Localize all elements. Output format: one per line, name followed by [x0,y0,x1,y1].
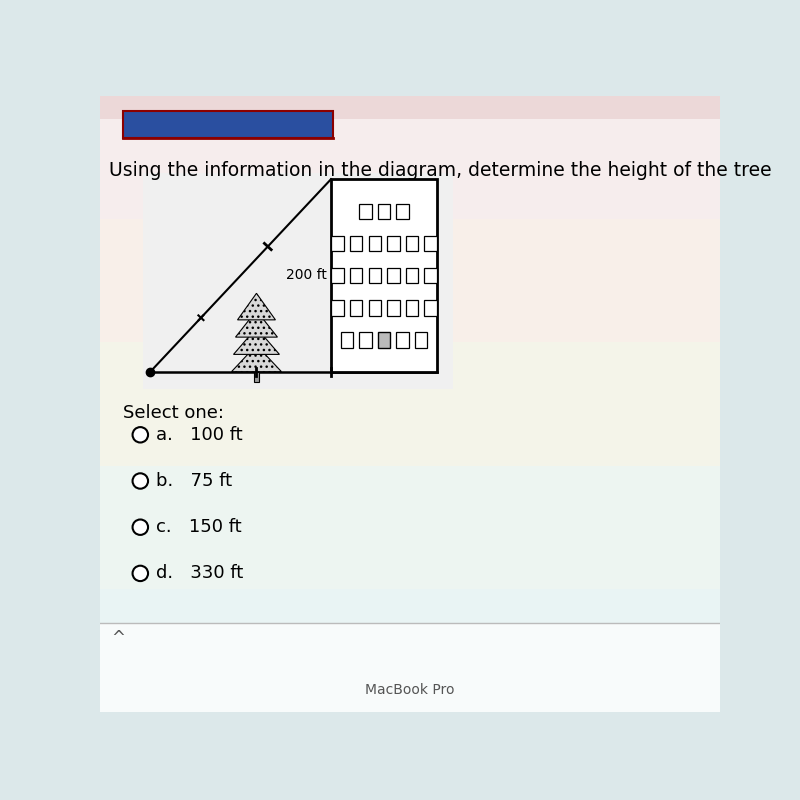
Text: b.   75 ft: b. 75 ft [156,472,232,490]
Bar [123,111,333,138]
Bar [331,236,344,251]
Polygon shape [231,345,282,372]
Bar [100,466,720,589]
Bar [100,342,720,466]
Bar [350,268,362,283]
Bar [331,179,437,372]
Bar [142,173,453,389]
Text: 200 ft: 200 ft [286,269,327,282]
Circle shape [133,427,148,442]
Bar [100,219,720,342]
Text: d.   330 ft: d. 330 ft [156,565,243,582]
Polygon shape [234,328,279,354]
Circle shape [133,519,148,535]
Bar [424,300,437,316]
Text: ^: ^ [112,629,126,646]
Text: Select one:: Select one: [123,404,224,422]
Bar [397,333,409,348]
Bar [100,96,720,219]
Bar [378,333,390,348]
Circle shape [133,474,148,489]
Bar [350,236,362,251]
Text: a.   100 ft: a. 100 ft [156,426,242,444]
Bar [406,268,418,283]
Bar [331,268,344,283]
Bar [254,372,258,382]
Polygon shape [235,310,278,337]
Text: Using the information in the diagram, determine the height of the tree: Using the information in the diagram, de… [110,162,772,181]
Bar [397,204,409,219]
Bar [406,236,418,251]
Bar [424,268,437,283]
Bar [387,236,399,251]
Bar [369,268,381,283]
Bar [387,268,399,283]
Bar [406,300,418,316]
Polygon shape [238,294,275,320]
Bar [359,204,372,219]
Bar [331,300,344,316]
Bar [369,236,381,251]
Bar [424,236,437,251]
Text: c.   150 ft: c. 150 ft [156,518,242,536]
Text: MacBook Pro: MacBook Pro [366,682,454,697]
Bar [100,589,720,712]
Bar [350,300,362,316]
Bar [387,300,399,316]
Circle shape [133,566,148,581]
Bar [378,204,390,219]
Bar [341,333,353,348]
Bar [100,623,720,712]
Bar [359,333,372,348]
Bar [415,333,427,348]
Bar [369,300,381,316]
